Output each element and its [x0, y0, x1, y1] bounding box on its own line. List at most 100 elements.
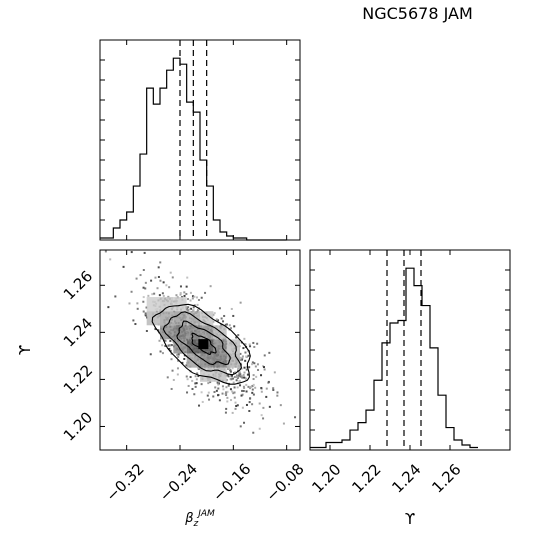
- scatter-point: [267, 380, 270, 383]
- scatter-point: [186, 378, 189, 381]
- scatter-point: [212, 313, 215, 316]
- scatter-point: [253, 345, 256, 348]
- scatter-point: [240, 394, 243, 397]
- scatter-point: [228, 324, 231, 327]
- scatter-point: [239, 301, 242, 304]
- scatter-point: [193, 393, 196, 396]
- scatter-point: [230, 307, 233, 310]
- scatter-point: [263, 368, 266, 371]
- scatter-point: [161, 292, 164, 295]
- scatter-point: [217, 387, 220, 390]
- scatter-point: [229, 369, 232, 372]
- scatter-point: [260, 390, 263, 393]
- scatter-point: [254, 386, 257, 389]
- scatter-point: [193, 304, 196, 307]
- scatter-point: [226, 378, 229, 381]
- scatter-point: [159, 279, 162, 282]
- scatter-point: [177, 355, 180, 358]
- scatter-point: [183, 294, 186, 297]
- scatter-point: [191, 387, 194, 390]
- scatter-point: [154, 276, 157, 279]
- scatter-point: [212, 320, 215, 323]
- scatter-point: [143, 251, 146, 254]
- scatter-point: [258, 402, 261, 405]
- upsilon-ytick-label: 1.20: [60, 408, 96, 444]
- scatter-point: [136, 302, 139, 305]
- scatter-point: [169, 339, 172, 342]
- scatter-point: [227, 384, 230, 387]
- density-contours: [151, 303, 251, 385]
- scatter-point: [230, 399, 233, 402]
- scatter-point: [196, 303, 199, 306]
- scatter-point: [241, 406, 244, 409]
- density-cell: [200, 353, 214, 368]
- scatter-point: [247, 385, 250, 388]
- scatter-point: [151, 293, 154, 296]
- beta-xtick-label: −0.24: [156, 460, 201, 505]
- scatter-point: [190, 307, 193, 310]
- scatter-point: [282, 422, 285, 425]
- scatter-point: [200, 296, 203, 299]
- scatter-point: [231, 390, 234, 393]
- scatter-point: [245, 403, 248, 406]
- scatter-point: [164, 344, 167, 347]
- scatter-point: [233, 325, 236, 328]
- scatter-point: [225, 407, 228, 410]
- scatter-point: [263, 354, 266, 357]
- scatter-point: [236, 386, 239, 389]
- scatter-point: [130, 290, 133, 293]
- scatter-point: [193, 295, 196, 298]
- scatter-point: [142, 268, 145, 271]
- scatter-point: [230, 327, 233, 330]
- joint-scatter-frame: [99, 249, 301, 451]
- scatter-point: [181, 361, 184, 364]
- upsilon-ytick-label: 1.22: [60, 361, 96, 397]
- scatter-point: [220, 317, 223, 320]
- upsilon-ytick-label: 1.26: [60, 267, 96, 303]
- scatter-point: [171, 276, 174, 279]
- upsilon-quantile-lines: [386, 250, 422, 450]
- scatter-point: [232, 314, 235, 317]
- scatter-point: [258, 427, 261, 430]
- scatter-point: [249, 387, 252, 390]
- scatter-point: [144, 314, 147, 317]
- scatter-point: [276, 391, 279, 394]
- scatter-point: [229, 378, 232, 381]
- scatter-point: [239, 352, 242, 355]
- scatter-point: [201, 400, 204, 403]
- upsilon-xtick-label: 1.24: [388, 460, 424, 496]
- scatter-point: [252, 383, 255, 386]
- scatter-point: [135, 277, 138, 280]
- scatter-point: [208, 398, 211, 401]
- scatter-point: [243, 421, 246, 424]
- scatter-point: [109, 258, 112, 261]
- scatter-point: [144, 281, 147, 284]
- scatter-point: [245, 355, 248, 358]
- scatter-point: [176, 353, 179, 356]
- scatter-point: [166, 376, 169, 379]
- scatter-point: [276, 394, 279, 397]
- scatter-point: [185, 292, 188, 295]
- scatter-point: [242, 347, 245, 350]
- scatter-point: [232, 377, 235, 380]
- scatter-point: [189, 376, 192, 379]
- scatter-point: [221, 385, 224, 388]
- density-contour-2: [162, 311, 242, 376]
- upsilon-xtick-label: 1.26: [428, 460, 464, 496]
- scatter-point: [212, 395, 215, 398]
- scatter-point: [234, 407, 237, 410]
- scatter-point: [195, 382, 198, 385]
- scatter-point: [231, 374, 234, 377]
- scatter-point: [253, 362, 256, 365]
- density-cell: [213, 353, 227, 368]
- scatter-point: [262, 417, 265, 420]
- scatter-point: [162, 281, 165, 284]
- density-cell: [200, 311, 214, 326]
- scatter-point: [237, 334, 240, 337]
- scatter-point: [185, 308, 188, 311]
- scatter-point: [170, 387, 173, 390]
- scatter-point: [195, 378, 198, 381]
- scatter-point: [198, 404, 201, 407]
- scatter-point: [242, 385, 245, 388]
- scatter-point: [226, 390, 229, 393]
